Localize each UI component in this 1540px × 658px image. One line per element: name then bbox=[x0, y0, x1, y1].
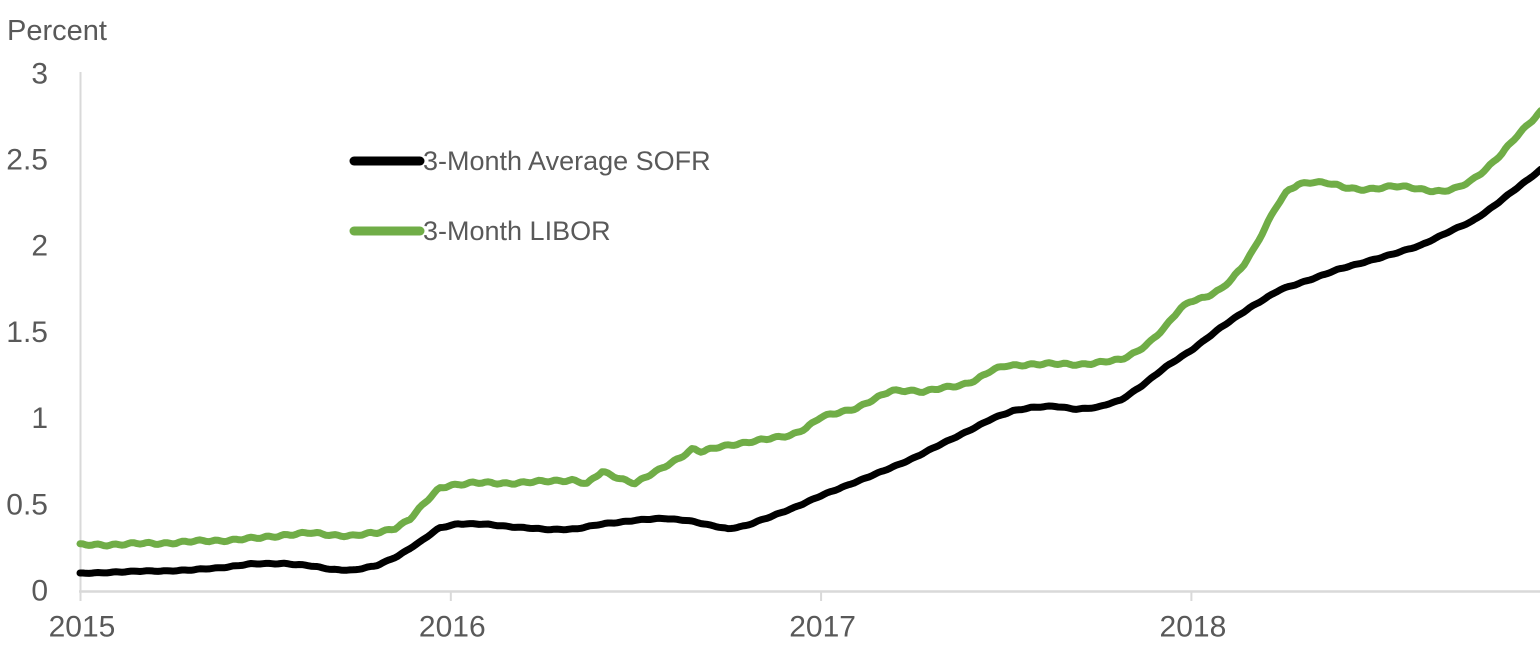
y-axis-tick-labels: 0 0.5 1 1.5 2 2.5 3 bbox=[6, 57, 48, 607]
series-line-sofr bbox=[76, 165, 1540, 577]
y-tick-label: 2.5 bbox=[6, 144, 48, 177]
y-tick-label: 2 bbox=[31, 230, 48, 263]
y-tick-label: 3 bbox=[31, 57, 48, 90]
legend-label-sofr: 3-Month Average SOFR bbox=[423, 146, 711, 176]
series-line-libor bbox=[76, 107, 1540, 550]
x-tick-label: 2017 bbox=[789, 611, 856, 644]
x-tick-label: 2018 bbox=[1160, 611, 1227, 644]
series-lines bbox=[76, 107, 1540, 577]
y-tick-label: 0 bbox=[31, 575, 48, 608]
legend-label-libor: 3-Month LIBOR bbox=[423, 216, 611, 246]
x-axis-tick-marks bbox=[79, 592, 1193, 601]
y-tick-label: 1.5 bbox=[6, 316, 48, 349]
x-tick-label: 2016 bbox=[419, 611, 486, 644]
x-axis-tick-labels: 2015 2016 2017 2018 bbox=[49, 611, 1227, 644]
x-tick-label: 2015 bbox=[49, 611, 116, 644]
y-tick-label: 0.5 bbox=[6, 488, 48, 521]
legend: 3-Month Average SOFR 3-Month LIBOR bbox=[349, 146, 711, 246]
y-tick-label: 1 bbox=[31, 402, 48, 435]
y-axis-unit-label: Percent bbox=[7, 15, 107, 47]
